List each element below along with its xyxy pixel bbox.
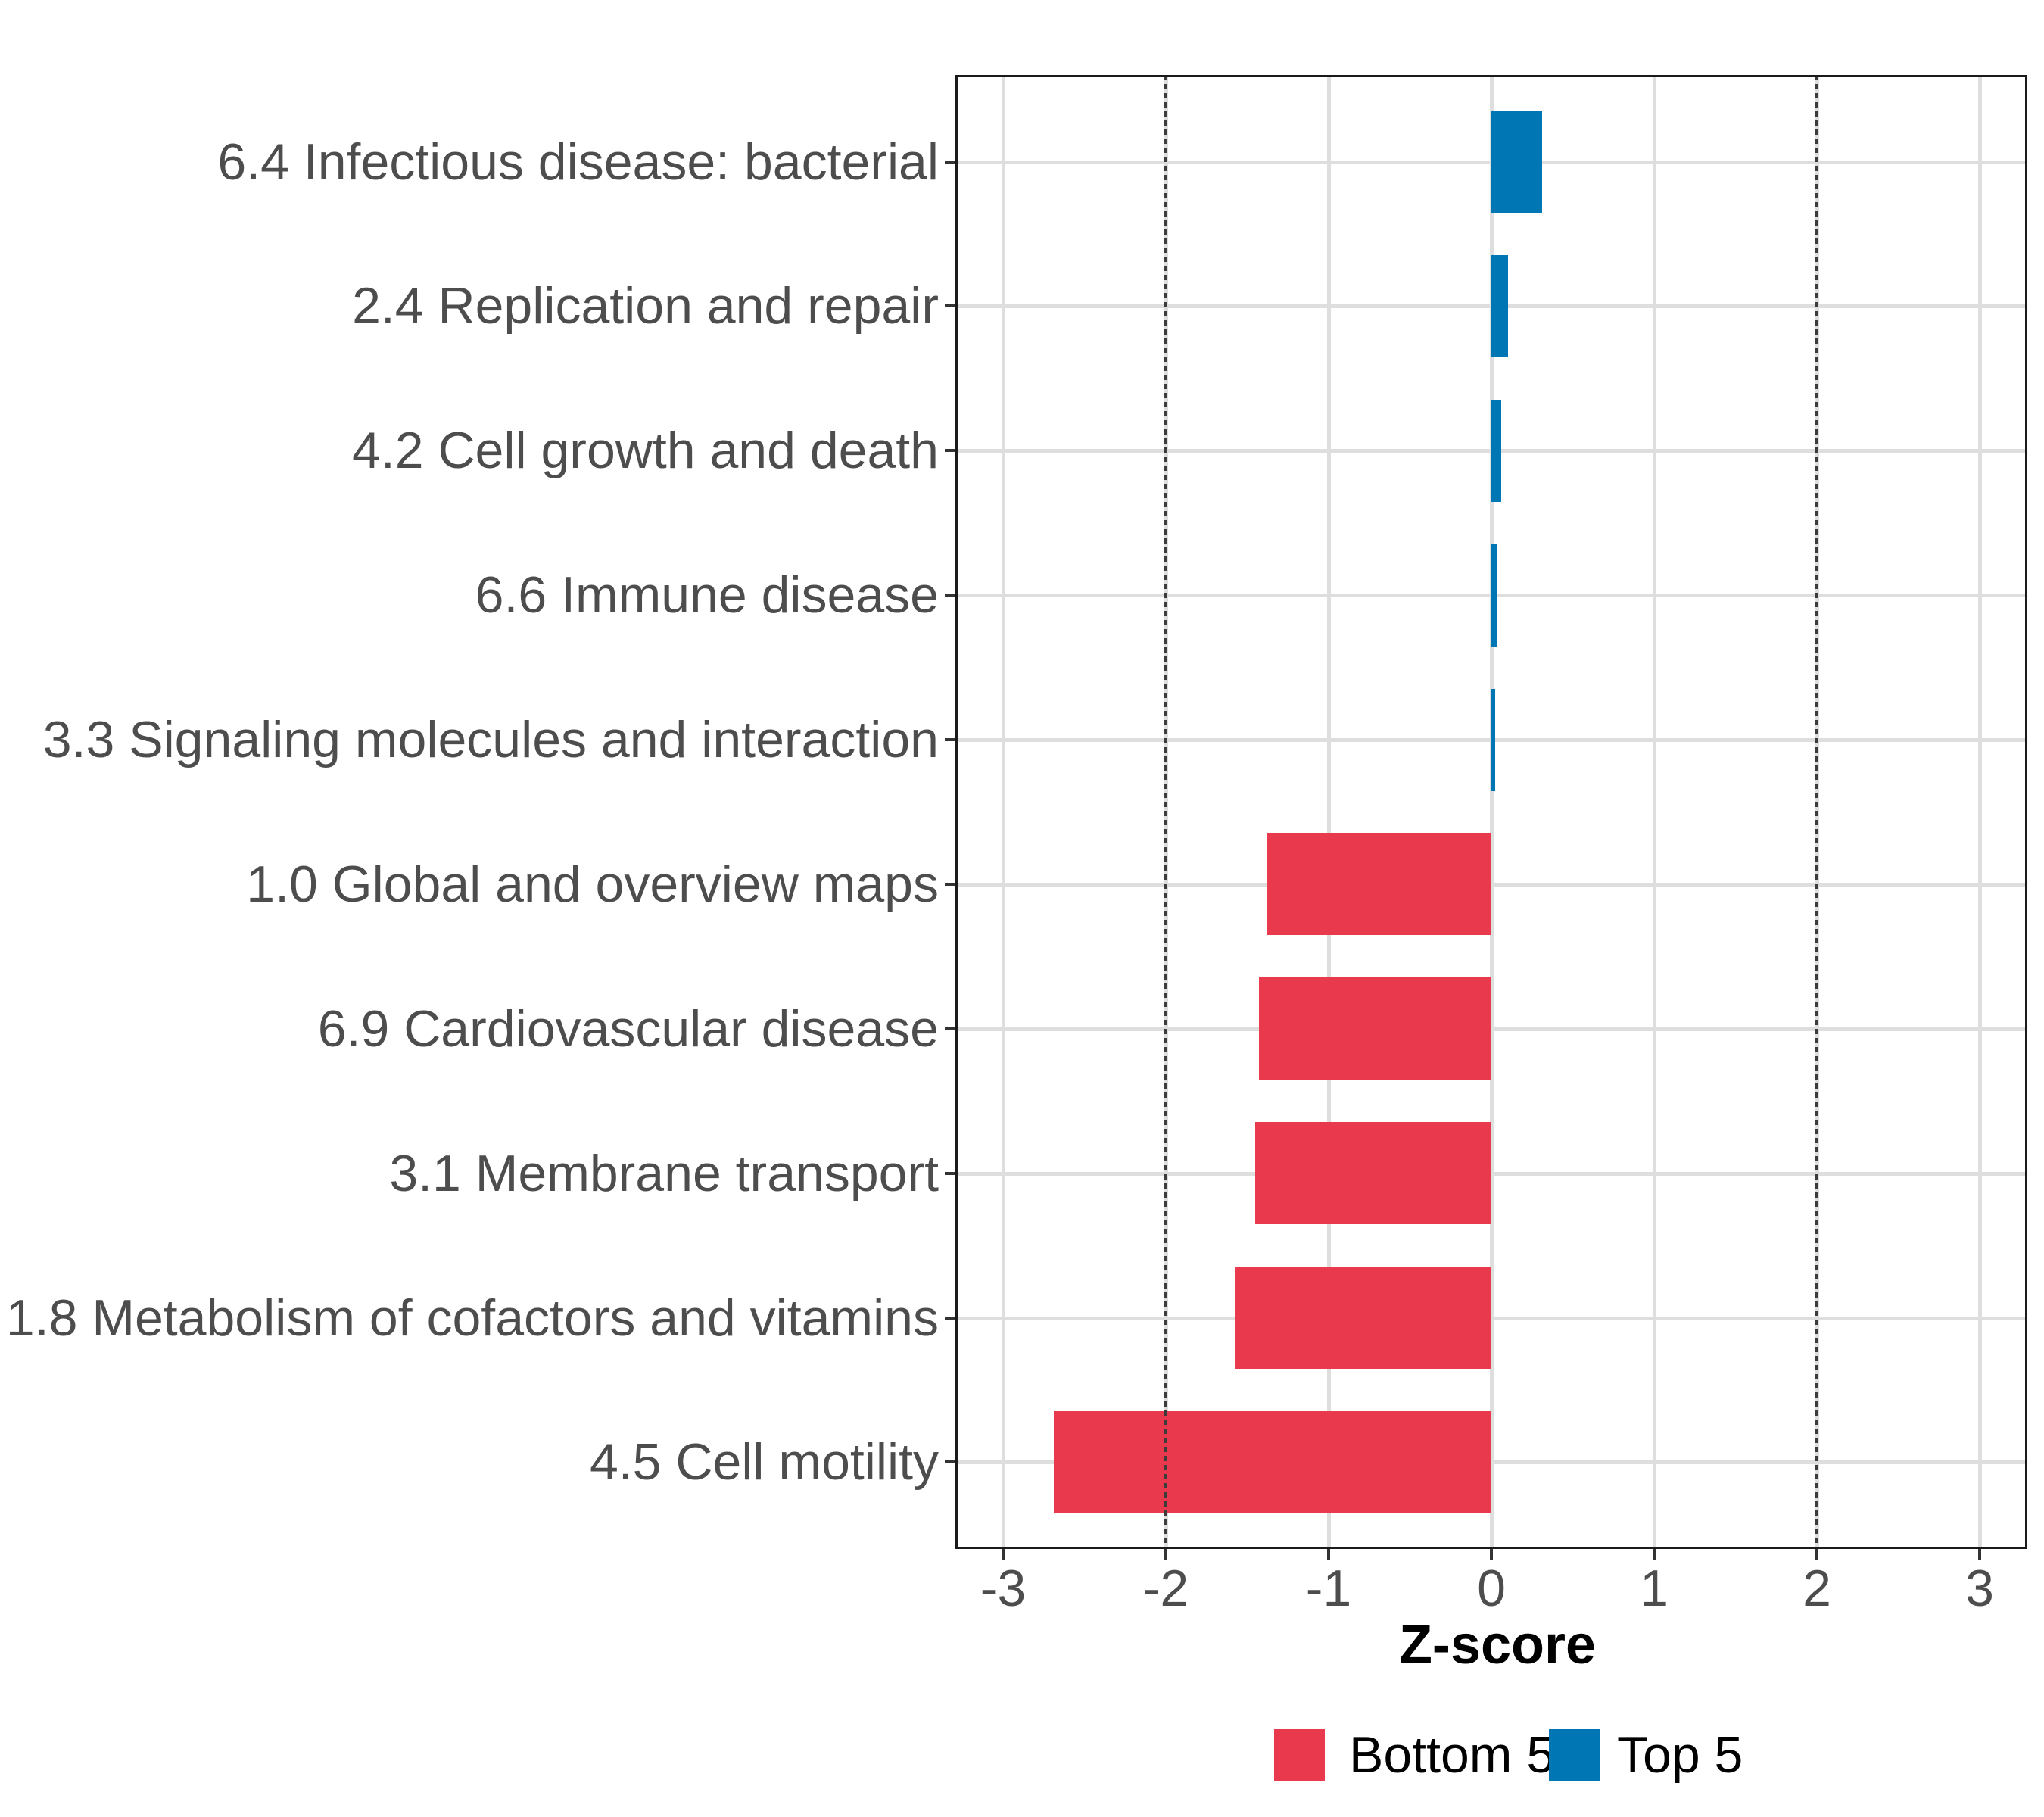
y-axis-label: 4.5 Cell motility: [589, 1433, 939, 1491]
y-axis-label: 3.1 Membrane transport: [389, 1144, 939, 1202]
bar-bottom5: [1258, 977, 1491, 1080]
y-axis-label: 6.9 Cardiovascular disease: [317, 999, 939, 1058]
y-gridline: [955, 1316, 2027, 1320]
x-tick-label: 3: [1965, 1560, 1994, 1617]
y-axis-label: 1.0 Global and overview maps: [246, 855, 939, 913]
bar-top5: [1491, 544, 1497, 647]
y-axis-label: 2.4 Replication and repair: [352, 277, 939, 335]
x-tick-mark: [1490, 1549, 1493, 1560]
y-tick-mark: [945, 1316, 955, 1320]
x-tick-mark: [1164, 1549, 1167, 1560]
bar-top5: [1491, 254, 1508, 357]
bar-top5: [1491, 399, 1501, 502]
y-tick-mark: [945, 738, 955, 742]
y-gridline: [955, 1460, 2027, 1465]
y-gridline: [955, 882, 2027, 887]
y-axis-label: 4.2 Cell growth and death: [352, 422, 939, 480]
y-tick-mark: [945, 594, 955, 597]
y-axis-label: 6.4 Infectious disease: bacterial: [217, 132, 939, 191]
reference-line: [1164, 75, 1167, 1549]
x-tick-label: 2: [1803, 1560, 1831, 1617]
x-tick-label: 1: [1640, 1560, 1669, 1617]
bar-bottom5: [1235, 1267, 1491, 1370]
y-tick-mark: [945, 1171, 955, 1175]
x-gridline: [1327, 75, 1331, 1549]
x-tick-mark: [1815, 1549, 1818, 1560]
x-tick-mark: [1978, 1549, 1981, 1560]
y-tick-mark: [945, 1027, 955, 1030]
y-axis-label: 3.3 Signaling molecules and interaction: [42, 711, 939, 769]
x-tick-mark: [1002, 1549, 1005, 1560]
bar-top5: [1491, 688, 1496, 791]
y-gridline: [955, 1171, 2027, 1176]
x-tick-label: -3: [980, 1560, 1027, 1617]
x-tick-label: 0: [1477, 1560, 1506, 1617]
x-gridline: [1490, 75, 1494, 1549]
legend-label: Top 5: [1617, 1726, 1743, 1784]
reference-line: [1815, 75, 1818, 1549]
y-axis-label: 6.6 Immune disease: [475, 566, 939, 625]
x-tick-mark: [1653, 1549, 1656, 1560]
bar-bottom5: [1053, 1410, 1491, 1513]
y-gridline: [955, 1027, 2027, 1031]
y-tick-mark: [945, 449, 955, 453]
x-tick-label: -2: [1142, 1560, 1189, 1617]
x-tick-label: -1: [1305, 1560, 1352, 1617]
x-gridline: [1978, 75, 1982, 1549]
x-gridline: [1653, 75, 1656, 1549]
y-tick-mark: [945, 1460, 955, 1464]
x-axis-title: Z-score: [1398, 1615, 1597, 1675]
legend-label: Bottom 5: [1349, 1726, 1556, 1784]
legend-key-bottom5: [1274, 1729, 1325, 1781]
y-axis-label: 1.8 Metabolism of cofactors and vitamins: [5, 1289, 939, 1347]
y-tick-mark: [945, 304, 955, 308]
legend-key-top5: [1549, 1729, 1600, 1781]
bar-top5: [1491, 111, 1542, 213]
y-tick-mark: [945, 882, 955, 886]
x-tick-mark: [1327, 1549, 1330, 1560]
y-tick-mark: [945, 160, 955, 164]
x-gridline: [1002, 75, 1005, 1549]
bar-bottom5: [1267, 833, 1491, 936]
plot-area: [955, 75, 2027, 1549]
bar-bottom5: [1255, 1122, 1491, 1225]
